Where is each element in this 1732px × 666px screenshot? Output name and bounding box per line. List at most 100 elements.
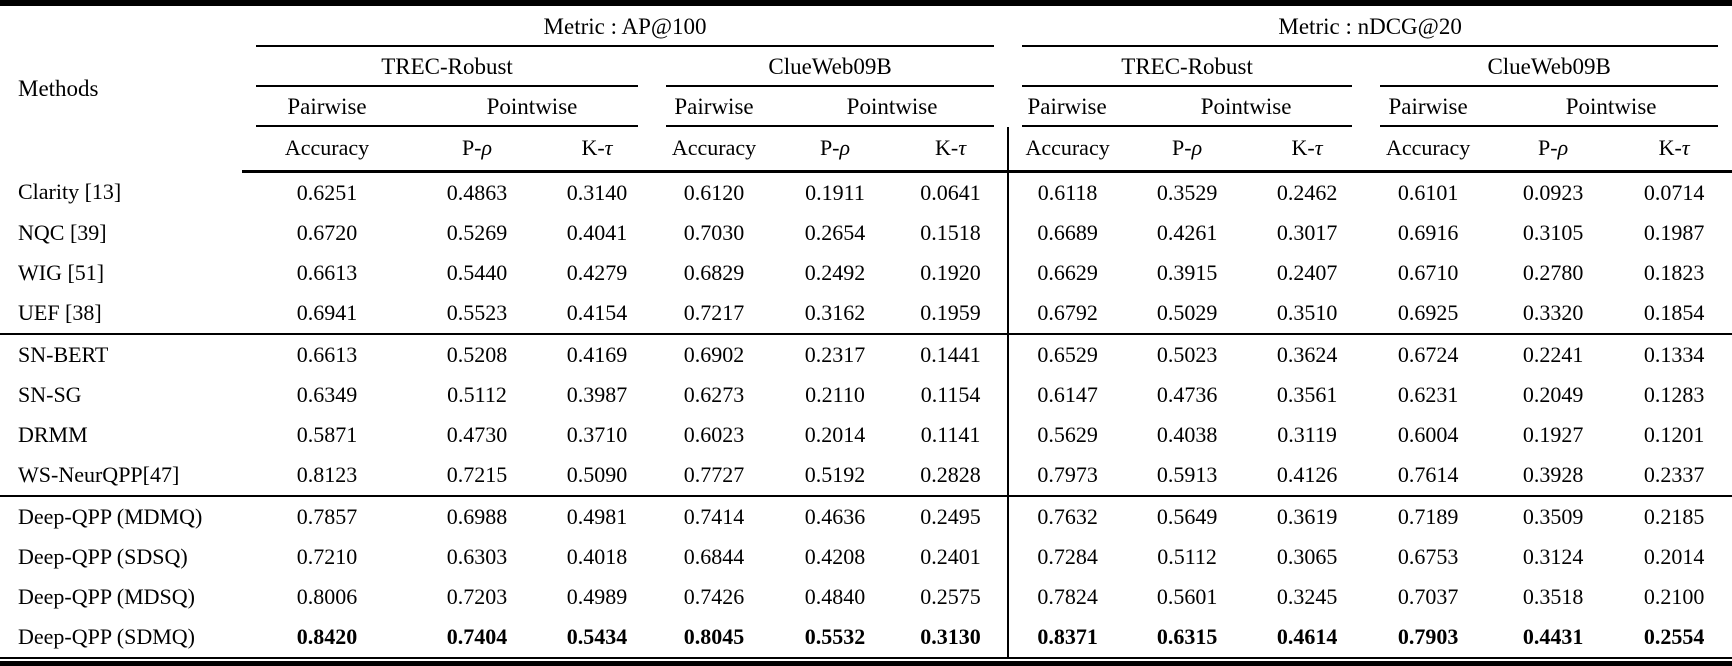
method-name: Deep-QPP (SDMQ) [0, 616, 242, 660]
method-name: UEF [38] [18, 299, 102, 325]
metric-value: 0.6689 [1007, 213, 1127, 253]
metric-value: 0.4018 [566, 544, 628, 570]
metric-value: 0.7203 [446, 583, 508, 609]
metric-value: 0.3119 [1277, 421, 1337, 447]
metric-value: 0.2401 [920, 544, 981, 570]
metric-value: 0.4208 [804, 544, 866, 570]
method-name: SN-SG [18, 381, 82, 407]
metric-value: 0.3130 [894, 616, 1009, 660]
metric-value: 0.5440 [446, 259, 508, 285]
rule-under-evaltype [666, 125, 776, 127]
metric-value: 0.6941 [296, 299, 358, 325]
metric-value: 0.7632 [1007, 494, 1127, 538]
metric-value: 0.2407 [1276, 259, 1338, 285]
table-row: DRMM 0.5871 0.4730 0.3710 0.6023 0.2014 0.1141… [0, 414, 1732, 455]
rule-under-evaltype [776, 125, 995, 127]
rule-under-evaltype [412, 125, 638, 127]
metric-value: 0.7727 [683, 461, 745, 487]
table-row: WIG [51] 0.6613 0.5440 0.4279 0.6829 0.2492 0.… [0, 252, 1732, 293]
table-body: Clarity [13] 0.6251 0.4863 0.3140 0.6120 0.19… [0, 171, 1732, 660]
metric-ndcg20-header: Metric : nDCG@20 [1008, 3, 1732, 47]
metric-value: 0.4041 [566, 219, 628, 245]
metric-value: 0.2110 [805, 381, 865, 407]
metric-value: 0.6720 [296, 219, 358, 245]
metric-value: 0.2654 [804, 219, 866, 245]
metric-value: 0.1154 [920, 381, 981, 407]
kendall-tau-column-header: K-τ [1616, 127, 1732, 173]
pairwise-header: Pairwise [1366, 87, 1491, 127]
metric-value: 0.6101 [1397, 179, 1459, 205]
metric-value: 0.3140 [566, 179, 628, 205]
metric-value: 0.3162 [804, 299, 866, 325]
metric-value: 0.3561 [1276, 381, 1338, 407]
accuracy-column-header: Accuracy [1007, 127, 1127, 173]
metric-value: 0.5532 [776, 616, 894, 660]
metric-value: 0.3065 [1276, 544, 1338, 570]
metric-value: 0.0923 [1522, 179, 1584, 205]
metric-value: 0.4730 [446, 421, 508, 447]
metric-value: 0.5629 [1007, 414, 1127, 455]
metric-value: 0.3915 [1156, 259, 1218, 285]
rule-under-evaltype [1126, 125, 1353, 127]
metric-value: 0.1959 [920, 299, 981, 325]
metric-value: 0.2014 [1643, 544, 1705, 570]
pairwise-header: Pairwise [242, 87, 412, 127]
metric-value: 0.2317 [776, 332, 894, 376]
accuracy-column-header: Accuracy [652, 127, 776, 173]
rule-under-evaltype [1490, 125, 1719, 127]
metric-value: 0.3105 [1522, 219, 1584, 245]
metric-value: 0.7426 [683, 583, 745, 609]
metric-value: 0.5601 [1156, 583, 1218, 609]
table-row: SN-BERT 0.6613 0.5208 0.4169 0.6902 0.2317 0.1… [0, 332, 1732, 376]
metric-value: 0.5192 [804, 461, 866, 487]
metric-value: 0.6315 [1126, 616, 1249, 660]
metric-value: 0.6529 [1007, 332, 1127, 376]
kendall-tau-column-header: K-τ [894, 127, 1009, 173]
metric-value: 0.6988 [412, 494, 542, 538]
metric-value: 0.1911 [805, 179, 865, 205]
metric-value: 0.6916 [1397, 219, 1459, 245]
metric-value: 0.4126 [1276, 461, 1338, 487]
pearson-rho-column-header: P-ρ [1490, 127, 1617, 173]
metric-value: 0.2462 [1276, 179, 1338, 205]
table-row: Deep-QPP (SDMQ) 0.8420 0.7404 0.5434 0.8045 0… [0, 616, 1732, 660]
method-name: Deep-QPP (SDSQ) [18, 544, 188, 570]
metric-value: 0.3017 [1276, 219, 1338, 245]
metric-value: 0.6004 [1397, 421, 1459, 447]
metric-value: 0.7037 [1397, 583, 1459, 609]
pointwise-header: Pointwise [776, 87, 1008, 127]
metric-value: 0.8123 [296, 461, 358, 487]
metric-value: 0.4736 [1156, 381, 1218, 407]
rule-under-evaltype [1022, 125, 1127, 127]
metric-value: 0.7215 [446, 461, 508, 487]
metric-value: 0.2014 [804, 421, 866, 447]
metric-value: 0.7614 [1397, 461, 1459, 487]
metric-value: 0.7404 [412, 616, 542, 660]
metric-value: 0.6251 [296, 179, 358, 205]
metric-value: 0.3510 [1276, 299, 1338, 325]
metric-value: 0.6231 [1397, 381, 1459, 407]
metric-value: 0.4038 [1156, 421, 1218, 447]
methods-column-header: Methods [18, 75, 99, 101]
metric-value: 0.4261 [1156, 219, 1218, 245]
metric-value: 0.5871 [296, 421, 358, 447]
table-row: NQC [39] 0.6720 0.5269 0.4041 0.7030 0.2654 0.… [0, 213, 1732, 253]
rule-under-dataset [256, 85, 638, 87]
metric-value: 0.7414 [652, 494, 776, 538]
metric-value: 0.7824 [1007, 576, 1127, 617]
metric-value: 0.8045 [652, 616, 776, 660]
dataset-trec-robust-header: TREC-Robust [1008, 47, 1366, 87]
metric-value: 0.2100 [1643, 583, 1705, 609]
metric-value: 0.4154 [566, 299, 628, 325]
metric-value: 0.5649 [1126, 494, 1249, 538]
metric-value: 0.6629 [1007, 252, 1127, 293]
metric-value: 0.3624 [1248, 332, 1367, 376]
metric-value: 0.2575 [920, 583, 981, 609]
method-name: Clarity [13] [18, 179, 122, 205]
metric-value: 0.3518 [1522, 583, 1584, 609]
metric-value: 0.4840 [804, 583, 866, 609]
metric-value: 0.3987 [566, 381, 628, 407]
metric-value: 0.6710 [1397, 259, 1459, 285]
metric-value: 0.6303 [446, 544, 508, 570]
metric-value: 0.1823 [1643, 259, 1705, 285]
